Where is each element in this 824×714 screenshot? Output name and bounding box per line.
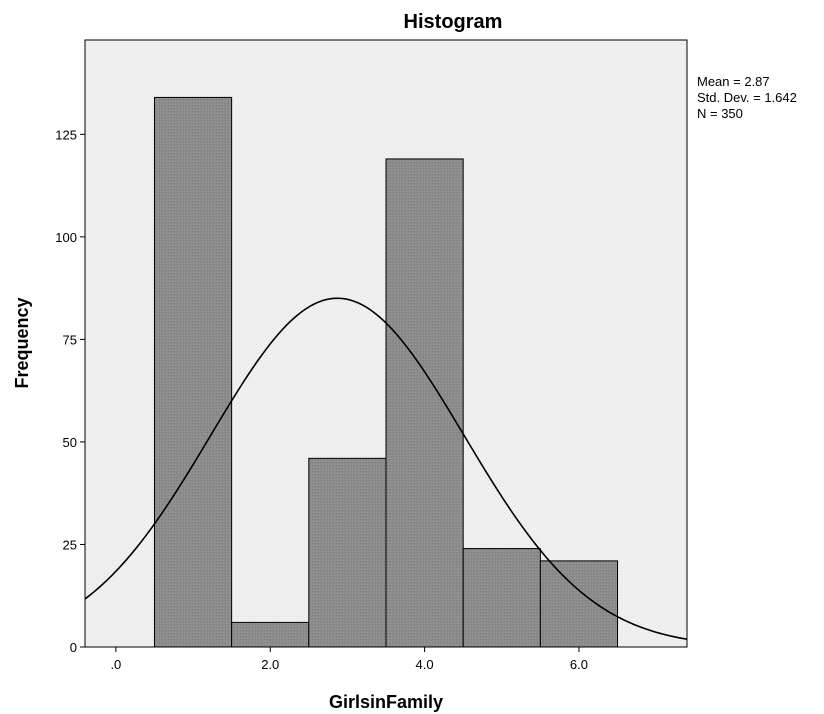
y-tick-label: 75 (63, 332, 77, 347)
histogram-bar (153, 96, 233, 648)
histogram-bar (385, 158, 464, 648)
histogram-bar (231, 621, 310, 648)
y-tick-label: 100 (55, 230, 77, 245)
histogram-bar (539, 560, 619, 648)
y-tick-label: 125 (55, 127, 77, 142)
x-tick-label: 6.0 (570, 657, 588, 672)
x-axis-ticks: .0 2.0 4.0 6.0 (110, 647, 588, 672)
x-axis-label: GirlsinFamily (329, 692, 443, 712)
y-tick-label: 25 (63, 537, 77, 552)
x-tick-label: 2.0 (261, 657, 279, 672)
x-tick-label: .0 (110, 657, 121, 672)
y-axis-label: Frequency (12, 297, 32, 388)
stats-box: Mean = 2.87 Std. Dev. = 1.642 N = 350 (697, 74, 797, 121)
y-tick-label: 50 (63, 435, 77, 450)
x-tick-label: 4.0 (416, 657, 434, 672)
normal-curve (84, 297, 688, 641)
stats-mean: Mean = 2.87 (697, 74, 770, 89)
y-axis-ticks: 0 25 50 75 100 125 (55, 127, 85, 655)
bars-group (153, 96, 619, 648)
chart-title: Histogram (404, 11, 503, 33)
stats-std-dev: Std. Dev. = 1.642 (697, 90, 797, 105)
histogram-bar (308, 457, 387, 648)
histogram-bar (462, 548, 541, 648)
stats-n: N = 350 (697, 106, 743, 121)
y-tick-label: 0 (70, 640, 77, 655)
